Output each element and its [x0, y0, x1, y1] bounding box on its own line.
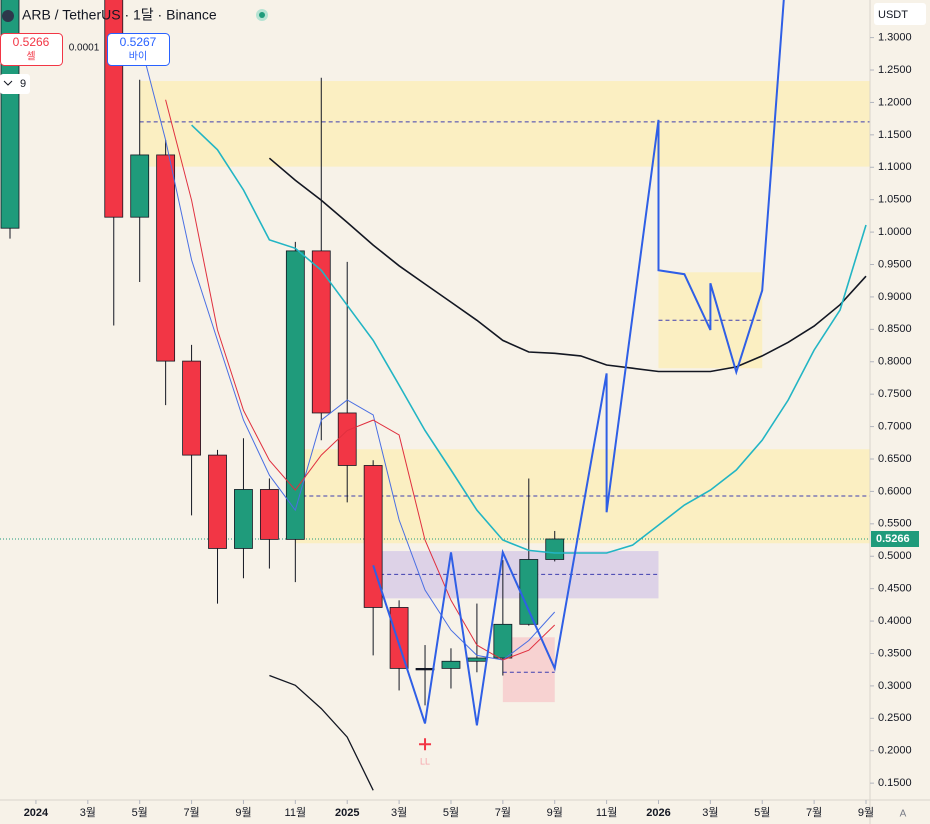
axes: 0.1500 0.2000 0.2500 0.3000 0.3500 0.4000 0.45…: [24, 32, 919, 819]
buy-label[interactable]: 바이: [129, 51, 147, 63]
y-tick-label: 0.5000: [878, 550, 912, 562]
candle-body: [415, 667, 435, 671]
indicator-line: [139, 40, 556, 661]
y-tick-label: 1.0000: [878, 226, 912, 238]
y-tick-label: 0.7500: [878, 388, 912, 400]
y-tick-label: 0.4000: [878, 615, 912, 627]
indicator-line: [165, 99, 556, 661]
candle-body: [311, 250, 331, 414]
x-tick-label: 2025: [335, 807, 359, 819]
annotation-marker: [419, 738, 432, 751]
y-tick-label: 0.3000: [878, 680, 912, 692]
candle-body: [545, 538, 565, 560]
y-tick-label: 0.1500: [878, 777, 912, 789]
indicator-count[interactable]: 9: [20, 78, 26, 90]
x-tick-label: 7월: [183, 806, 199, 819]
ask-price[interactable]: 0.5267: [120, 35, 157, 49]
y-tick-label: 0.8000: [878, 356, 912, 368]
y-tick-label: 0.3500: [878, 647, 912, 659]
x-tick-label: 3월: [391, 806, 407, 819]
buy-button[interactable]: [107, 33, 170, 66]
y-tick-label: 0.7000: [878, 420, 912, 432]
y-tick-label: 0.2500: [878, 712, 912, 724]
currency-box[interactable]: [874, 3, 926, 25]
candle-body: [104, 0, 124, 218]
x-tick-label: 2026: [646, 807, 670, 819]
currency[interactable]: USDT: [878, 9, 908, 21]
last-price-label: 0.5266: [876, 533, 910, 545]
x-tick-label: 9월: [235, 806, 251, 819]
y-tick-label: 0.9000: [878, 291, 912, 303]
y-tick-label: 0.2000: [878, 745, 912, 757]
x-tick-label: 7월: [495, 806, 511, 819]
y-tick-label: 1.2000: [878, 96, 912, 108]
x-tick-label: 11월: [596, 806, 618, 819]
symbol-icon: [2, 10, 14, 22]
indicator-line: [269, 674, 374, 791]
bid-price[interactable]: 0.5266: [13, 35, 50, 49]
y-tick-label: 0.6500: [878, 453, 912, 465]
indicator-line: [372, 0, 785, 726]
y-tick-label: 0.9500: [878, 258, 912, 270]
chevron[interactable]: [3, 80, 13, 86]
y-tick-label: 0.5500: [878, 518, 912, 530]
y-tick-label: 1.0500: [878, 194, 912, 206]
candle-body: [130, 154, 150, 218]
zone: [139, 81, 870, 167]
candle-body: [467, 657, 487, 662]
y-tick-label: 1.3000: [878, 32, 912, 44]
x-tick-label: 5월: [132, 806, 148, 819]
x-tick-label: 11월: [285, 806, 307, 819]
x-tick-label: 3월: [80, 806, 96, 819]
candle-body: [182, 360, 201, 456]
y-tick-label: 0.8500: [878, 323, 912, 335]
sell-label[interactable]: 셀: [26, 51, 35, 63]
x-tick-label: 2024: [24, 807, 49, 819]
y-tick-label: 1.2500: [878, 64, 912, 76]
candle-body: [234, 489, 253, 549]
indicator-line: [268, 157, 867, 373]
candle-body: [259, 489, 279, 540]
status-dot: [259, 12, 265, 18]
candle-body: [441, 660, 461, 669]
last-price-tag: [871, 530, 919, 547]
candle-body: [389, 607, 409, 669]
candle-body: [337, 412, 357, 466]
y-tick-label: 0.6000: [878, 485, 912, 497]
auto-scale[interactable]: A: [900, 809, 907, 820]
indicator-toggle[interactable]: [0, 74, 30, 94]
annotation-label: LL: [420, 757, 430, 767]
candle-body: [156, 154, 176, 362]
chart-title: ARB / TetherUS · 1달 · Binance: [22, 7, 217, 23]
x-tick-label: 3월: [702, 806, 718, 819]
sell-button[interactable]: [0, 33, 63, 66]
y-tick-label: 0.4500: [878, 583, 912, 595]
x-tick-label: 7월: [806, 806, 822, 819]
y-tick-label: 1.1500: [878, 129, 912, 141]
candle-body: [285, 250, 305, 540]
candle-body: [363, 465, 383, 608]
candle-body: [208, 454, 227, 549]
x-tick-label: 9월: [858, 806, 874, 819]
y-tick-label: 1.1000: [878, 161, 912, 173]
candle-body: [519, 559, 539, 625]
x-tick-label: 5월: [754, 806, 770, 819]
indicator-line: [191, 124, 867, 554]
x-tick-label: 9월: [547, 806, 563, 819]
x-tick-label: 5월: [443, 806, 459, 819]
spread: 0.0001: [69, 43, 100, 54]
candle-body: [493, 623, 513, 659]
